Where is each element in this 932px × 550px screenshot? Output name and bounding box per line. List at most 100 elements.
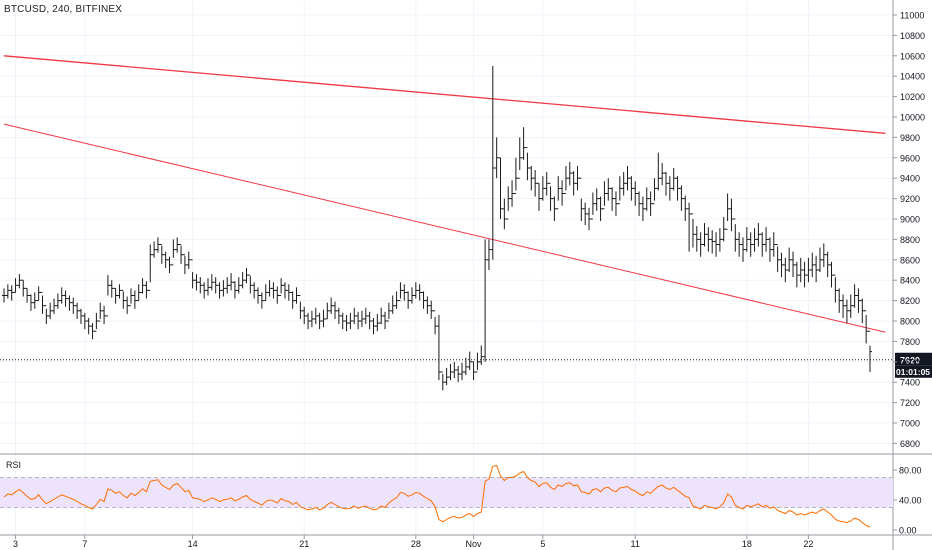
price-tick-label: 7000 <box>900 419 920 429</box>
ohlc-bar <box>764 227 769 252</box>
ohlc-bar <box>144 281 149 299</box>
ohlc-bar <box>594 188 599 211</box>
ohlc-bar <box>483 239 488 362</box>
ohlc-bar <box>155 237 160 253</box>
ohlc-bar <box>225 277 230 294</box>
ohlc-bar <box>486 239 491 270</box>
ohlc-bar <box>21 279 26 297</box>
ohlc-bar <box>40 291 45 314</box>
ohlc-bar <box>294 287 299 304</box>
current-price-layer: 7620 01:01:05 <box>0 352 932 378</box>
rsi-axis[interactable]: 0.00 40.00 80.00 <box>893 466 922 536</box>
ohlc-bar <box>575 165 580 191</box>
ohlc-bar <box>421 291 426 309</box>
ohlc-bar <box>706 227 711 252</box>
ohlc-bar <box>182 254 187 275</box>
ohlc-bar <box>36 286 41 302</box>
price-axis[interactable]: 6800 7000 7200 7400 7600 7800 8000 8200 8400 8600… <box>893 11 925 449</box>
ohlc-bar <box>340 312 345 330</box>
ohlc-bar <box>817 247 822 273</box>
price-tick-label: 7800 <box>900 337 920 347</box>
trendline-lower[interactable] <box>3 123 886 333</box>
ohlc-bar <box>833 274 838 303</box>
price-tick-label: 7600 <box>900 357 920 367</box>
ohlc-bar <box>129 288 134 307</box>
ohlc-bar <box>94 312 99 332</box>
ohlc-bar <box>167 256 172 274</box>
ohlc-bar <box>794 261 799 288</box>
ohlc-bar <box>471 361 476 381</box>
rsi-indicator-label[interactable]: RSI <box>6 460 22 470</box>
rsi-band <box>0 477 893 508</box>
ohlc-bar <box>2 288 6 303</box>
ohlc-bar <box>440 371 445 391</box>
rsi-line-layer <box>3 464 871 528</box>
ohlc-bar <box>690 213 695 248</box>
ohlc-bar <box>637 191 642 216</box>
ohlc-bar <box>810 252 815 278</box>
ohlc-bar <box>606 178 611 201</box>
ohlc-bar <box>55 293 60 309</box>
ohlc-bar <box>448 363 453 381</box>
chart-title: BTCUSD, 240, BITFINEX <box>4 4 123 15</box>
trendline-layer[interactable] <box>3 55 886 333</box>
ohlc-bar <box>756 223 761 247</box>
ohlc-bar <box>621 172 626 196</box>
rsi-tick-label: 80.00 <box>899 466 922 476</box>
ohlc-bar <box>821 243 826 267</box>
ohlc-bar <box>452 361 457 379</box>
ohlc-bar <box>725 193 730 230</box>
ohlc-bar <box>282 282 287 299</box>
ohlc-bar <box>783 257 788 283</box>
ohlc-bar <box>544 172 549 196</box>
ohlc-bar <box>825 251 830 278</box>
ohlc-bar <box>248 274 253 294</box>
price-tick-label: 10000 <box>900 113 925 123</box>
ohlc-bar <box>841 294 846 318</box>
ohlc-bar <box>52 298 57 314</box>
rsi-line <box>3 464 871 528</box>
ohlc-bar <box>498 157 503 219</box>
ohlc-bar <box>848 294 853 318</box>
price-tick-label: 10200 <box>900 92 925 102</box>
ohlc-bar <box>744 227 749 252</box>
ohlc-bar <box>436 314 441 381</box>
ohlc-bar <box>733 218 738 252</box>
ohlc-bar <box>864 310 869 344</box>
ohlc-bar <box>202 282 207 299</box>
ohlc-bar <box>32 292 37 309</box>
ohlc-bar <box>252 282 257 299</box>
ohlc-bar <box>275 286 280 304</box>
price-tick-label: 10600 <box>900 51 925 61</box>
ohlc-bar <box>798 257 803 283</box>
ohlc-bar <box>232 281 237 299</box>
ohlc-bar <box>463 357 468 376</box>
ohlc-bar <box>44 305 49 325</box>
price-tick-label: 10800 <box>900 31 925 41</box>
ohlc-bar <box>640 196 645 222</box>
ohlc-bar <box>613 191 618 216</box>
ohlc-bar <box>844 299 849 324</box>
time-tick-label: 7 <box>82 539 87 549</box>
ohlc-bar <box>868 330 872 372</box>
ohlc-bar <box>683 195 688 222</box>
ohlc-bar <box>721 216 726 242</box>
ohlc-bar <box>837 288 842 313</box>
ohlc-bar <box>263 284 268 302</box>
ohlc-bar <box>702 223 707 247</box>
time-axis[interactable]: 3 7 14 21 28 Nov 5 11 18 22 <box>13 535 813 549</box>
ohlc-bar <box>510 180 515 207</box>
ohlc-bar <box>802 261 807 288</box>
ohlc-bar <box>806 257 811 283</box>
ohlc-bar <box>760 232 765 257</box>
ohlc-bar <box>5 284 10 299</box>
ohlc-bar <box>571 171 576 196</box>
ohlc-bar <box>860 298 865 324</box>
ohlc-bar <box>629 176 634 201</box>
ohlc-bar <box>90 323 95 340</box>
ohlc-bar <box>394 291 399 309</box>
trendline-upper[interactable] <box>3 55 886 134</box>
ohlc-bar <box>548 182 553 211</box>
price-tick-label: 9000 <box>900 215 920 225</box>
